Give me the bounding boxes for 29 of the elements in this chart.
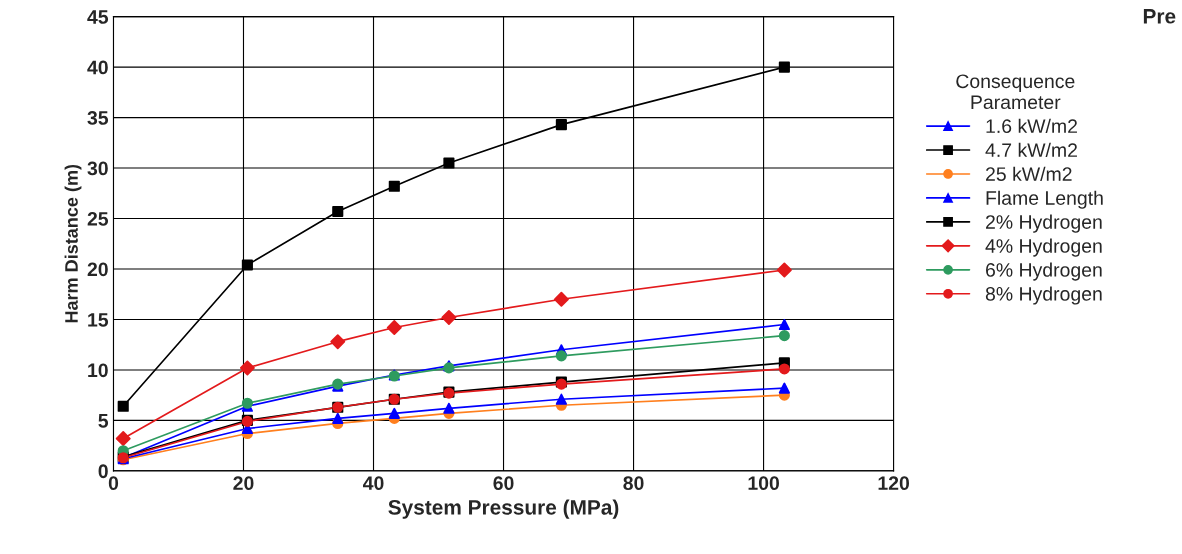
y-tick-label: 20	[87, 262, 108, 277]
legend-label: 2% Hydrogen	[986, 214, 1102, 233]
y-tick-label: 5	[98, 414, 109, 428]
y-tick-label: 10	[88, 363, 108, 378]
x-tick-label: 20	[233, 476, 254, 491]
y-tick-label: 15	[88, 313, 109, 327]
x-tick-label: 40	[362, 476, 384, 491]
x-tick-label: 120	[878, 476, 910, 491]
x-tick-label: 100	[748, 476, 779, 491]
legend-label: 4% Hydrogen	[985, 238, 1102, 257]
x-axis-title: System Pressure (MPa)	[388, 499, 619, 519]
legend-label: 8% Hydrogen	[985, 286, 1102, 305]
y-tick-label: 30	[87, 161, 108, 176]
y-tick-label: 35	[87, 111, 109, 125]
legend-label: 6% Hydrogen	[986, 262, 1102, 281]
legend-label: 4.7 kW/m2	[985, 142, 1077, 158]
x-tick-label: 0	[108, 476, 119, 491]
x-tick-label: 60	[493, 476, 514, 491]
text: Pre	[1143, 9, 1176, 24]
y-tick-label: 0	[98, 464, 108, 479]
y-axis-title: Harm Distance (m)	[64, 164, 82, 323]
y-tick-label: 40	[87, 60, 108, 75]
y-tick-label: 45	[87, 10, 109, 24]
legend-label: 25 kW/m2	[986, 166, 1072, 181]
legend-label: Flame Length	[986, 190, 1103, 209]
legend-title: Consequence Parameter	[956, 74, 1075, 110]
y-tick-label: 25	[87, 211, 109, 226]
x-tick-label: 80	[623, 476, 644, 491]
legend-label: 1.6 kW/m2	[986, 118, 1077, 134]
